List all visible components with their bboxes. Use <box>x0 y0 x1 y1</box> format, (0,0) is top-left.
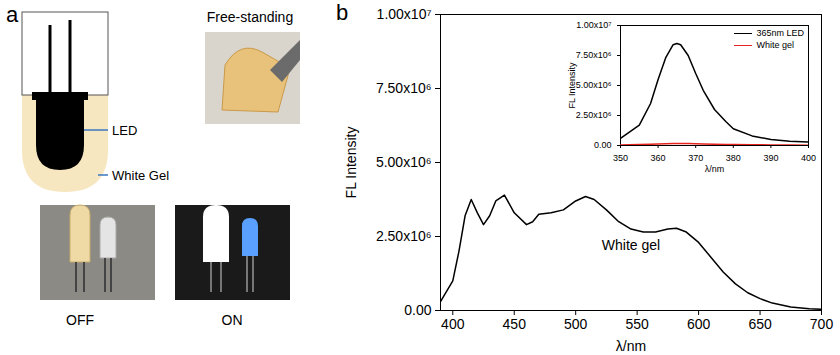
svg-text:5.00x10⁶: 5.00x10⁶ <box>576 80 612 90</box>
html-text:White gel: White gel <box>756 40 794 50</box>
svg-text:Free-standing: Free-standing <box>207 9 293 25</box>
svg-text:450: 450 <box>503 316 527 332</box>
svg-text:OFF: OFF <box>66 312 94 328</box>
svg-text:5.00x10⁶: 5.00x10⁶ <box>376 154 432 170</box>
svg-text:White Gel: White Gel <box>112 168 169 183</box>
svg-text:2.50x10⁶: 2.50x10⁶ <box>376 228 432 244</box>
svg-text:500: 500 <box>564 316 588 332</box>
svg-text:a: a <box>6 2 19 27</box>
html-text:365nm LED: 365nm LED <box>756 28 804 38</box>
svg-text:550: 550 <box>625 316 649 332</box>
svg-text:600: 600 <box>687 316 711 332</box>
svg-text:λ/nm: λ/nm <box>616 338 646 354</box>
svg-text:0.00: 0.00 <box>404 302 431 318</box>
svg-text:700: 700 <box>810 316 834 332</box>
svg-text:2.50x10⁶: 2.50x10⁶ <box>576 110 612 120</box>
svg-text:ON: ON <box>222 312 243 328</box>
svg-text:λ/nm: λ/nm <box>705 164 725 174</box>
svg-text:360: 360 <box>651 153 666 163</box>
svg-text:0.00: 0.00 <box>594 140 612 150</box>
svg-text:FL Intensity: FL Intensity <box>343 127 359 199</box>
svg-text:White gel: White gel <box>602 237 660 253</box>
svg-text:650: 650 <box>748 316 772 332</box>
html-text:b: b <box>336 0 349 25</box>
svg-text:370: 370 <box>688 153 703 163</box>
svg-text:350: 350 <box>613 153 628 163</box>
svg-text:380: 380 <box>726 153 741 163</box>
svg-text:400: 400 <box>801 153 816 163</box>
svg-text:1.00x10⁷: 1.00x10⁷ <box>576 20 611 30</box>
svg-text:LED: LED <box>112 123 137 138</box>
svg-text:7.50x10⁶: 7.50x10⁶ <box>376 80 432 96</box>
svg-text:7.50x10⁶: 7.50x10⁶ <box>576 50 612 60</box>
svg-text:1.00x10⁷: 1.00x10⁷ <box>377 6 432 22</box>
svg-text:400: 400 <box>441 316 465 332</box>
svg-text:390: 390 <box>763 153 778 163</box>
svg-text:FL Intensity: FL Intensity <box>567 62 577 109</box>
